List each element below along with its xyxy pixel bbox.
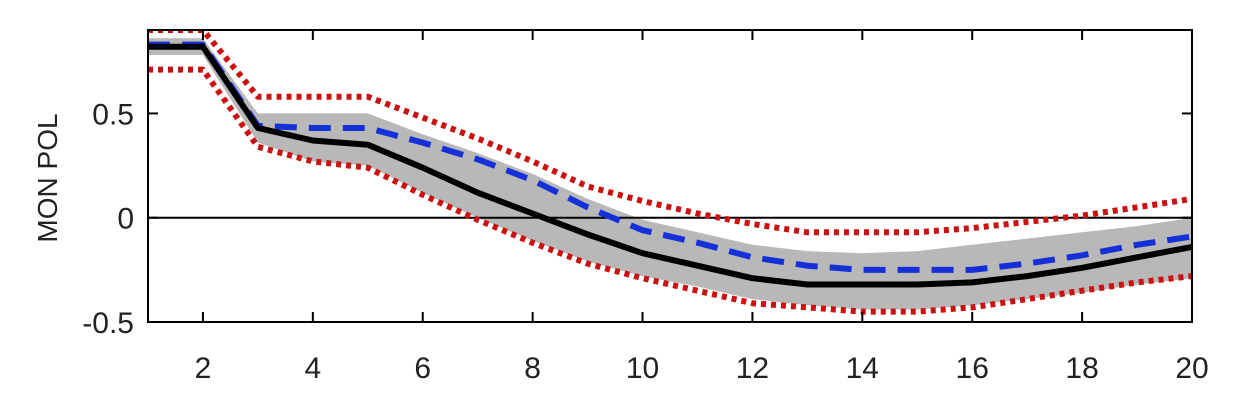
y-tick-label: 0.5: [92, 98, 134, 131]
plot-frame: [147, 29, 1193, 323]
x-tick-label: 2: [195, 352, 212, 385]
x-tick-label: 14: [846, 352, 879, 385]
confidence-band: [148, 38, 1192, 310]
y-tick-label: -0.5: [82, 307, 134, 340]
x-tick-label: 10: [626, 352, 659, 385]
x-tick-label: 12: [736, 352, 769, 385]
y-tick-label: 0: [117, 203, 134, 236]
x-tick-label: 20: [1175, 352, 1208, 385]
series-layer: [148, 30, 1192, 315]
x-tick-label: 8: [524, 352, 541, 385]
axes-frame: [147, 29, 1193, 323]
band-layer: [148, 38, 1192, 310]
x-tick-label: 6: [414, 352, 431, 385]
series-line-dotted-2: [148, 30, 1192, 236]
y-axis-label: MON POL: [32, 113, 63, 242]
series-line-dashed-1: [148, 41, 1192, 273]
tick-layer: 2 4 6 8 10 12 14 16 18 20 -0.5 0 0.5: [82, 30, 1209, 385]
x-tick-label: 16: [956, 352, 989, 385]
x-tick-label: 4: [304, 352, 321, 385]
x-tick-label: 18: [1065, 352, 1098, 385]
series-line-solid-0: [148, 43, 1192, 288]
